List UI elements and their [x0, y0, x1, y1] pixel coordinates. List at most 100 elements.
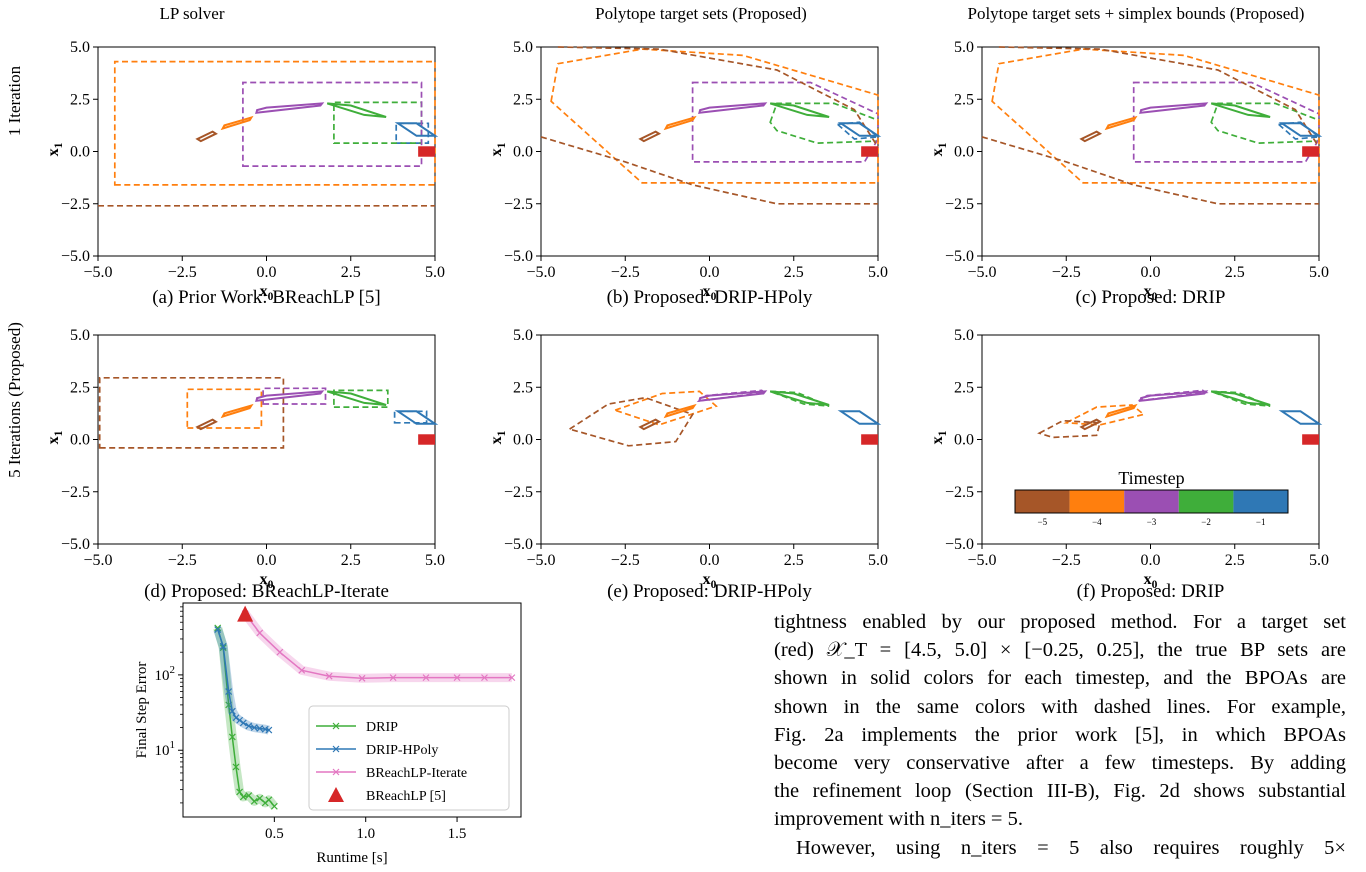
bpoa-t4	[113, 60, 436, 186]
x-tick-label: −5.0	[526, 552, 555, 569]
panel-plot-area	[540, 46, 882, 205]
caption-f: (f) Proposed: DRIP	[1077, 581, 1225, 602]
x-tick-label: −2.5	[1052, 552, 1081, 569]
y-axis-label: x1	[488, 142, 508, 156]
target-set	[1302, 434, 1319, 445]
bpoa-t3	[1132, 81, 1320, 163]
panel-frame	[97, 46, 436, 257]
runtime-legend: DRIP DRIP-HPoly BReachLP-Iterate BReachLP […	[308, 705, 510, 811]
body-line-2: (red) 𝒳_T = [4.5, 5.0] × [−0.25, 0.25], …	[774, 639, 1346, 662]
legend-label: DRIP	[366, 720, 398, 735]
x-tick-label: −2.5	[168, 264, 197, 281]
data-point	[239, 793, 247, 801]
x-axis-label: x0	[703, 283, 717, 303]
legend-label: BReachLP [5]	[366, 789, 446, 804]
y-tick-label: 2.5	[70, 91, 90, 108]
data-point	[298, 666, 306, 674]
x-axis-label: x0	[703, 571, 717, 591]
x-tick-label: −2.5	[168, 552, 197, 569]
bpoa-t3	[691, 81, 879, 163]
data-point	[276, 648, 284, 656]
runtime-x-tick-label: 1.0	[356, 826, 375, 842]
data-point	[219, 642, 227, 650]
series-drip	[213, 624, 278, 810]
y-tick-label: −2.5	[504, 196, 533, 213]
y-tick-label: 0.0	[70, 432, 90, 449]
y-axis-label: x1	[929, 430, 949, 444]
x-tick-label: 0.0	[1141, 552, 1161, 569]
bpoa-t5	[557, 46, 879, 148]
legend-label: BReachLP-Iterate	[366, 766, 467, 781]
legend-marker	[332, 768, 340, 776]
bpoa-t5	[540, 136, 878, 205]
panel-f: −5.0−5.0 −2.5 −2.5 0.0 0.0 2.5 2.5 5.0 5.0 x0 x1 (f…	[929, 327, 1329, 602]
bp-set-t5	[638, 418, 662, 431]
bpoa-t4	[991, 48, 1320, 184]
colorbar-cell-t2	[1178, 490, 1234, 513]
y-tick-label: −5.0	[61, 248, 90, 265]
body-line-4: shown in the same colors with dashed lin…	[774, 695, 1346, 718]
y-tick-label: 2.5	[513, 379, 533, 396]
y-tick-label: −5.0	[504, 248, 533, 265]
caption-d: (d) Proposed: BReachLP-Iterate	[144, 581, 389, 602]
bpoa-t2	[1210, 390, 1271, 407]
column-title: LP solver	[159, 4, 224, 23]
bp-set-t3	[698, 102, 768, 114]
body-line-8: improvement with n_iters = 5.	[774, 808, 1023, 831]
target-set	[418, 146, 435, 157]
x-tick-label: 0.0	[257, 552, 277, 569]
series-line	[244, 613, 512, 680]
runtime-x-tick-label: 1.5	[448, 826, 467, 842]
data-point	[265, 726, 273, 734]
y-tick-label: 0.0	[513, 144, 533, 161]
target-set	[861, 434, 878, 445]
legend-frame	[308, 705, 510, 811]
bp-set-t2	[1210, 102, 1271, 118]
panel-plot-area	[98, 60, 439, 207]
row-label: 5 Iterations (Proposed)	[5, 322, 24, 478]
bpoa-t1	[395, 122, 430, 144]
y-tick-label: −2.5	[945, 484, 974, 501]
panel-e: −5.0−5.0 −2.5 −2.5 0.0 0.0 2.5 2.5 5.0 5.0 x0 x1 (e…	[488, 327, 888, 602]
data-point	[245, 722, 253, 730]
y-tick-label: −2.5	[945, 196, 974, 213]
y-tick-label: −2.5	[504, 484, 533, 501]
runtime-y-tick-label: 102	[155, 664, 176, 684]
data-point	[232, 763, 240, 771]
data-point	[236, 716, 244, 724]
bpoa-t2	[769, 390, 830, 407]
series-breachlp-5-	[237, 605, 254, 622]
x-tick-label: 0.0	[700, 264, 720, 281]
y-tick-label: −2.5	[61, 196, 90, 213]
y-tick-label: 0.0	[513, 432, 533, 449]
bp-set-t4	[663, 115, 697, 131]
body-line-9: However, using n_iters = 5 also requires…	[796, 836, 1346, 859]
runtime-x-tick-label: 0.5	[265, 826, 284, 842]
data-point	[453, 674, 461, 682]
y-axis-label: x1	[45, 142, 65, 156]
colorbar-cell-t3	[1124, 490, 1179, 513]
bpoa-t2	[333, 389, 389, 408]
data-point	[228, 733, 236, 741]
y-tick-label: 5.0	[70, 39, 90, 56]
colorbar-cell-t4	[1069, 490, 1125, 513]
bpoa-t4	[612, 390, 718, 426]
panel-b: −5.0−5.0 −2.5 −2.5 0.0 0.0 2.5 2.5 5.0 5.0 x0 x1 (b…	[488, 39, 888, 308]
bpoa-t5	[567, 396, 694, 447]
caption-e: (e) Proposed: DRIP-HPoly	[607, 581, 812, 602]
y-tick-label: 5.0	[70, 327, 90, 344]
colorbar-frame	[1014, 489, 1289, 514]
x-tick-label: 0.0	[700, 552, 720, 569]
x-axis-label: x0	[260, 571, 274, 591]
panel-frame	[540, 334, 879, 545]
bp-set-t2	[769, 390, 830, 406]
data-point	[265, 796, 273, 804]
bp-set-t5	[195, 418, 218, 431]
body-line-5: Fig. 2a implements the prior work [5], i…	[774, 723, 1346, 746]
data-point	[250, 724, 258, 731]
data-point	[256, 629, 264, 637]
x-tick-label: 2.5	[1225, 264, 1245, 281]
x-tick-label: 0.0	[257, 264, 277, 281]
